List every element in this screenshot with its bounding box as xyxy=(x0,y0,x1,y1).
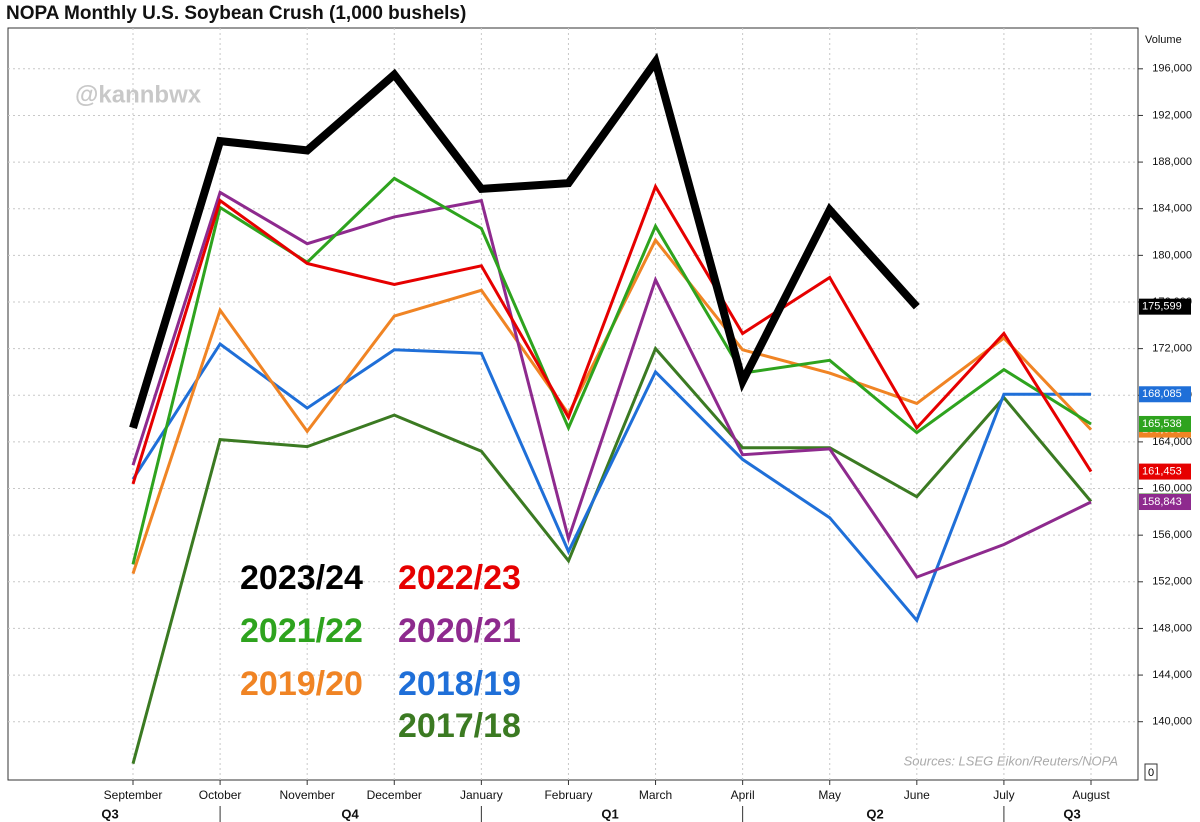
y-tick-label: 196,000 xyxy=(1152,63,1192,75)
x-tick-label: March xyxy=(639,788,672,802)
y-tick-label: 192,000 xyxy=(1152,109,1192,121)
legend-entry: 2021/22 xyxy=(240,612,363,650)
x-tick-label: September xyxy=(104,788,163,802)
y-tick-label: 140,000 xyxy=(1152,716,1192,728)
value-badge xyxy=(1139,298,1191,315)
value-label: 168,085 xyxy=(1142,388,1182,400)
chart-title: NOPA Monthly U.S. Soybean Crush (1,000 b… xyxy=(6,3,466,24)
value-badge xyxy=(1139,386,1191,403)
bottom-marker-box xyxy=(1144,763,1158,781)
series-line xyxy=(131,183,1093,485)
x-tick-label: June xyxy=(904,788,930,802)
y-tick-label: 148,000 xyxy=(1152,622,1192,634)
series-line xyxy=(131,341,1091,624)
legend-entry: 2017/18 xyxy=(398,707,521,745)
quarter-label: Q2 xyxy=(866,806,883,821)
y-tick-label: 188,000 xyxy=(1152,156,1192,168)
value-badge xyxy=(1139,494,1191,511)
value-label: 161,453 xyxy=(1142,465,1182,477)
plot-frame xyxy=(7,27,1139,781)
legend-entry: 2019/20 xyxy=(240,665,363,703)
series-line xyxy=(129,52,920,430)
value-label: 158,843 xyxy=(1142,496,1182,508)
y-tick-label: 164,000 xyxy=(1152,436,1192,448)
source: Sources: LSEG Eikon/Reuters/NOPA xyxy=(904,753,1118,768)
y-tick-label: 156,000 xyxy=(1152,529,1192,541)
y-tick-label: 172,000 xyxy=(1152,343,1192,355)
x-tick-label: July xyxy=(993,788,1014,802)
x-tick-label: August xyxy=(1072,788,1110,802)
legend-entry: 2023/24 xyxy=(240,559,363,597)
value-label: 175,599 xyxy=(1142,301,1182,313)
x-tick-label: December xyxy=(367,788,422,802)
legend-entry: 2022/23 xyxy=(398,559,521,597)
y-tick-label: 180,000 xyxy=(1152,249,1192,261)
watermark: @kannbwx xyxy=(75,81,202,108)
series-line xyxy=(131,190,1092,579)
legend-entry: 2020/21 xyxy=(398,612,521,650)
value-badge xyxy=(1139,415,1191,432)
legend-entry: 2018/19 xyxy=(398,665,521,703)
x-tick-label: October xyxy=(199,788,242,802)
x-tick-label: January xyxy=(460,788,503,802)
y-tick-label: 160,000 xyxy=(1152,482,1192,494)
quarter-label: Q1 xyxy=(601,806,618,821)
series-line xyxy=(131,176,1092,565)
y-tick-label: 144,000 xyxy=(1152,669,1192,681)
y-tick-label: 152,000 xyxy=(1152,576,1192,588)
value-badge xyxy=(1139,463,1191,480)
x-tick-label: November xyxy=(280,788,335,802)
y-tick-label: 184,000 xyxy=(1152,203,1192,215)
quarter-label: Q3 xyxy=(1063,806,1080,821)
x-tick-label: February xyxy=(544,788,592,802)
quarter-label: Q4 xyxy=(341,806,359,821)
value-label: 165,538 xyxy=(1142,418,1182,430)
bottom-marker: 0 xyxy=(1148,767,1154,779)
y-axis-label: Volume xyxy=(1145,34,1182,46)
series-line xyxy=(131,345,1093,765)
quarter-label: Q3 xyxy=(101,806,118,821)
x-tick-label: May xyxy=(818,788,841,802)
x-tick-label: April xyxy=(731,788,755,802)
